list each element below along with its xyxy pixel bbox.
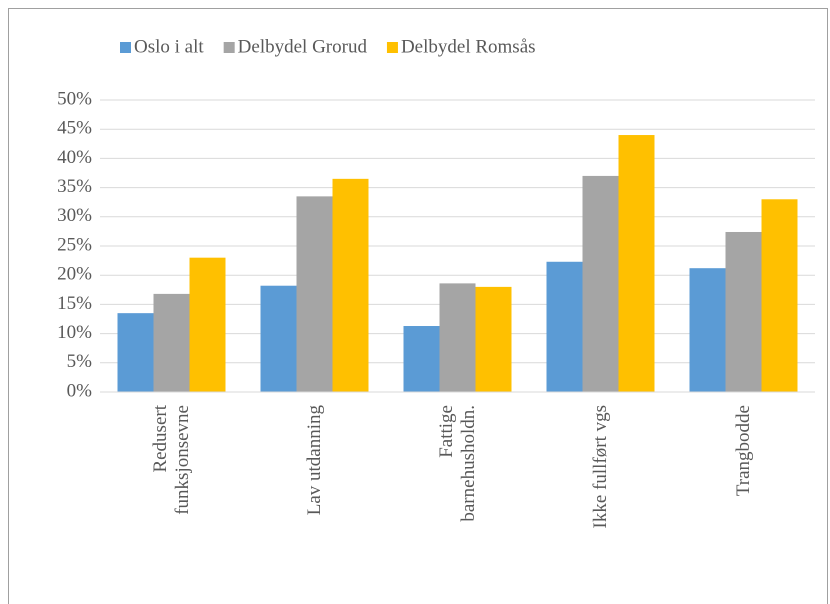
y-tick-label: 5% — [67, 351, 93, 372]
x-tick-label: Lav utdanning — [303, 405, 325, 516]
y-tick-label: 35% — [57, 176, 92, 197]
bar — [761, 199, 798, 392]
legend-label: Delbydel Grorud — [238, 36, 368, 57]
legend-swatch — [120, 42, 131, 53]
y-tick-label: 0% — [67, 380, 93, 401]
x-tick-label: Redusert funksjonsevne — [149, 405, 193, 515]
bar — [403, 326, 440, 392]
bar — [332, 178, 369, 392]
bar — [260, 285, 297, 392]
bar — [582, 175, 619, 392]
bar — [475, 286, 512, 392]
bar — [725, 231, 762, 392]
bar — [689, 268, 726, 392]
y-tick-label: 10% — [57, 322, 92, 343]
bar — [618, 135, 655, 393]
bar — [153, 293, 190, 392]
bar — [546, 261, 583, 392]
bar — [189, 257, 226, 392]
legend-swatch — [386, 42, 398, 53]
bar — [439, 283, 476, 392]
x-tick-label: Trangbodde — [732, 405, 754, 497]
y-tick-label: 50% — [57, 88, 92, 109]
x-tick-label: Fattige barnehusholdn. — [435, 405, 479, 522]
y-tick-label: 45% — [57, 118, 92, 139]
bar — [117, 313, 154, 392]
legend-label: Delbydel Romsås — [401, 36, 536, 57]
x-tick-label: Ikke fullført vgs — [589, 405, 611, 529]
y-tick-label: 15% — [57, 293, 92, 314]
bar — [296, 196, 333, 392]
legend-label: Oslo i alt — [134, 36, 204, 57]
legend-swatch — [223, 42, 235, 53]
y-tick-label: 25% — [57, 234, 92, 255]
y-tick-label: 30% — [57, 205, 92, 226]
y-tick-label: 40% — [57, 147, 92, 168]
y-tick-label: 20% — [57, 264, 92, 285]
